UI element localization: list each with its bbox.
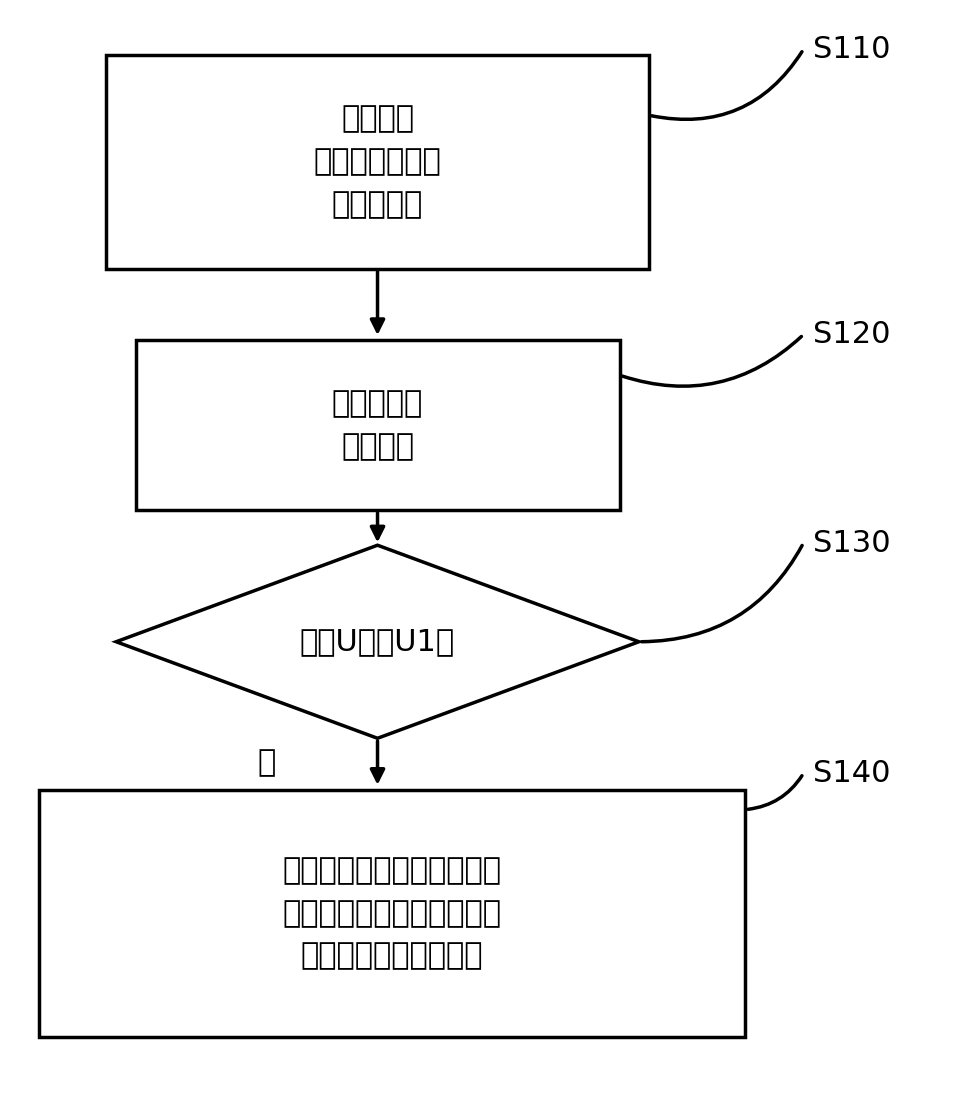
Text: 检测车辆总
线的电压: 检测车辆总 线的电压 bbox=[332, 389, 423, 461]
Text: 接收用于
唤醒电容控制器
的触发指令: 接收用于 唤醒电容控制器 的触发指令 bbox=[314, 104, 441, 219]
Text: S120: S120 bbox=[813, 320, 891, 349]
FancyArrowPatch shape bbox=[642, 545, 802, 642]
Text: 是: 是 bbox=[257, 748, 275, 777]
Text: S110: S110 bbox=[813, 35, 891, 64]
Text: S140: S140 bbox=[813, 759, 891, 788]
FancyArrowPatch shape bbox=[622, 337, 802, 386]
Bar bbox=[106, 55, 649, 269]
Polygon shape bbox=[116, 545, 639, 738]
FancyArrowPatch shape bbox=[748, 776, 802, 810]
FancyArrowPatch shape bbox=[651, 52, 802, 120]
Bar bbox=[39, 790, 745, 1037]
Text: S130: S130 bbox=[813, 529, 891, 557]
Text: 控制电容器模块与车辆的蓄
电池并联，以通过电容器模
块对车辆进行辅助供电: 控制电容器模块与车辆的蓄 电池并联，以通过电容器模 块对车辆进行辅助供电 bbox=[283, 856, 501, 971]
Bar bbox=[136, 340, 620, 510]
Text: 电压U低于U1？: 电压U低于U1？ bbox=[300, 627, 455, 656]
